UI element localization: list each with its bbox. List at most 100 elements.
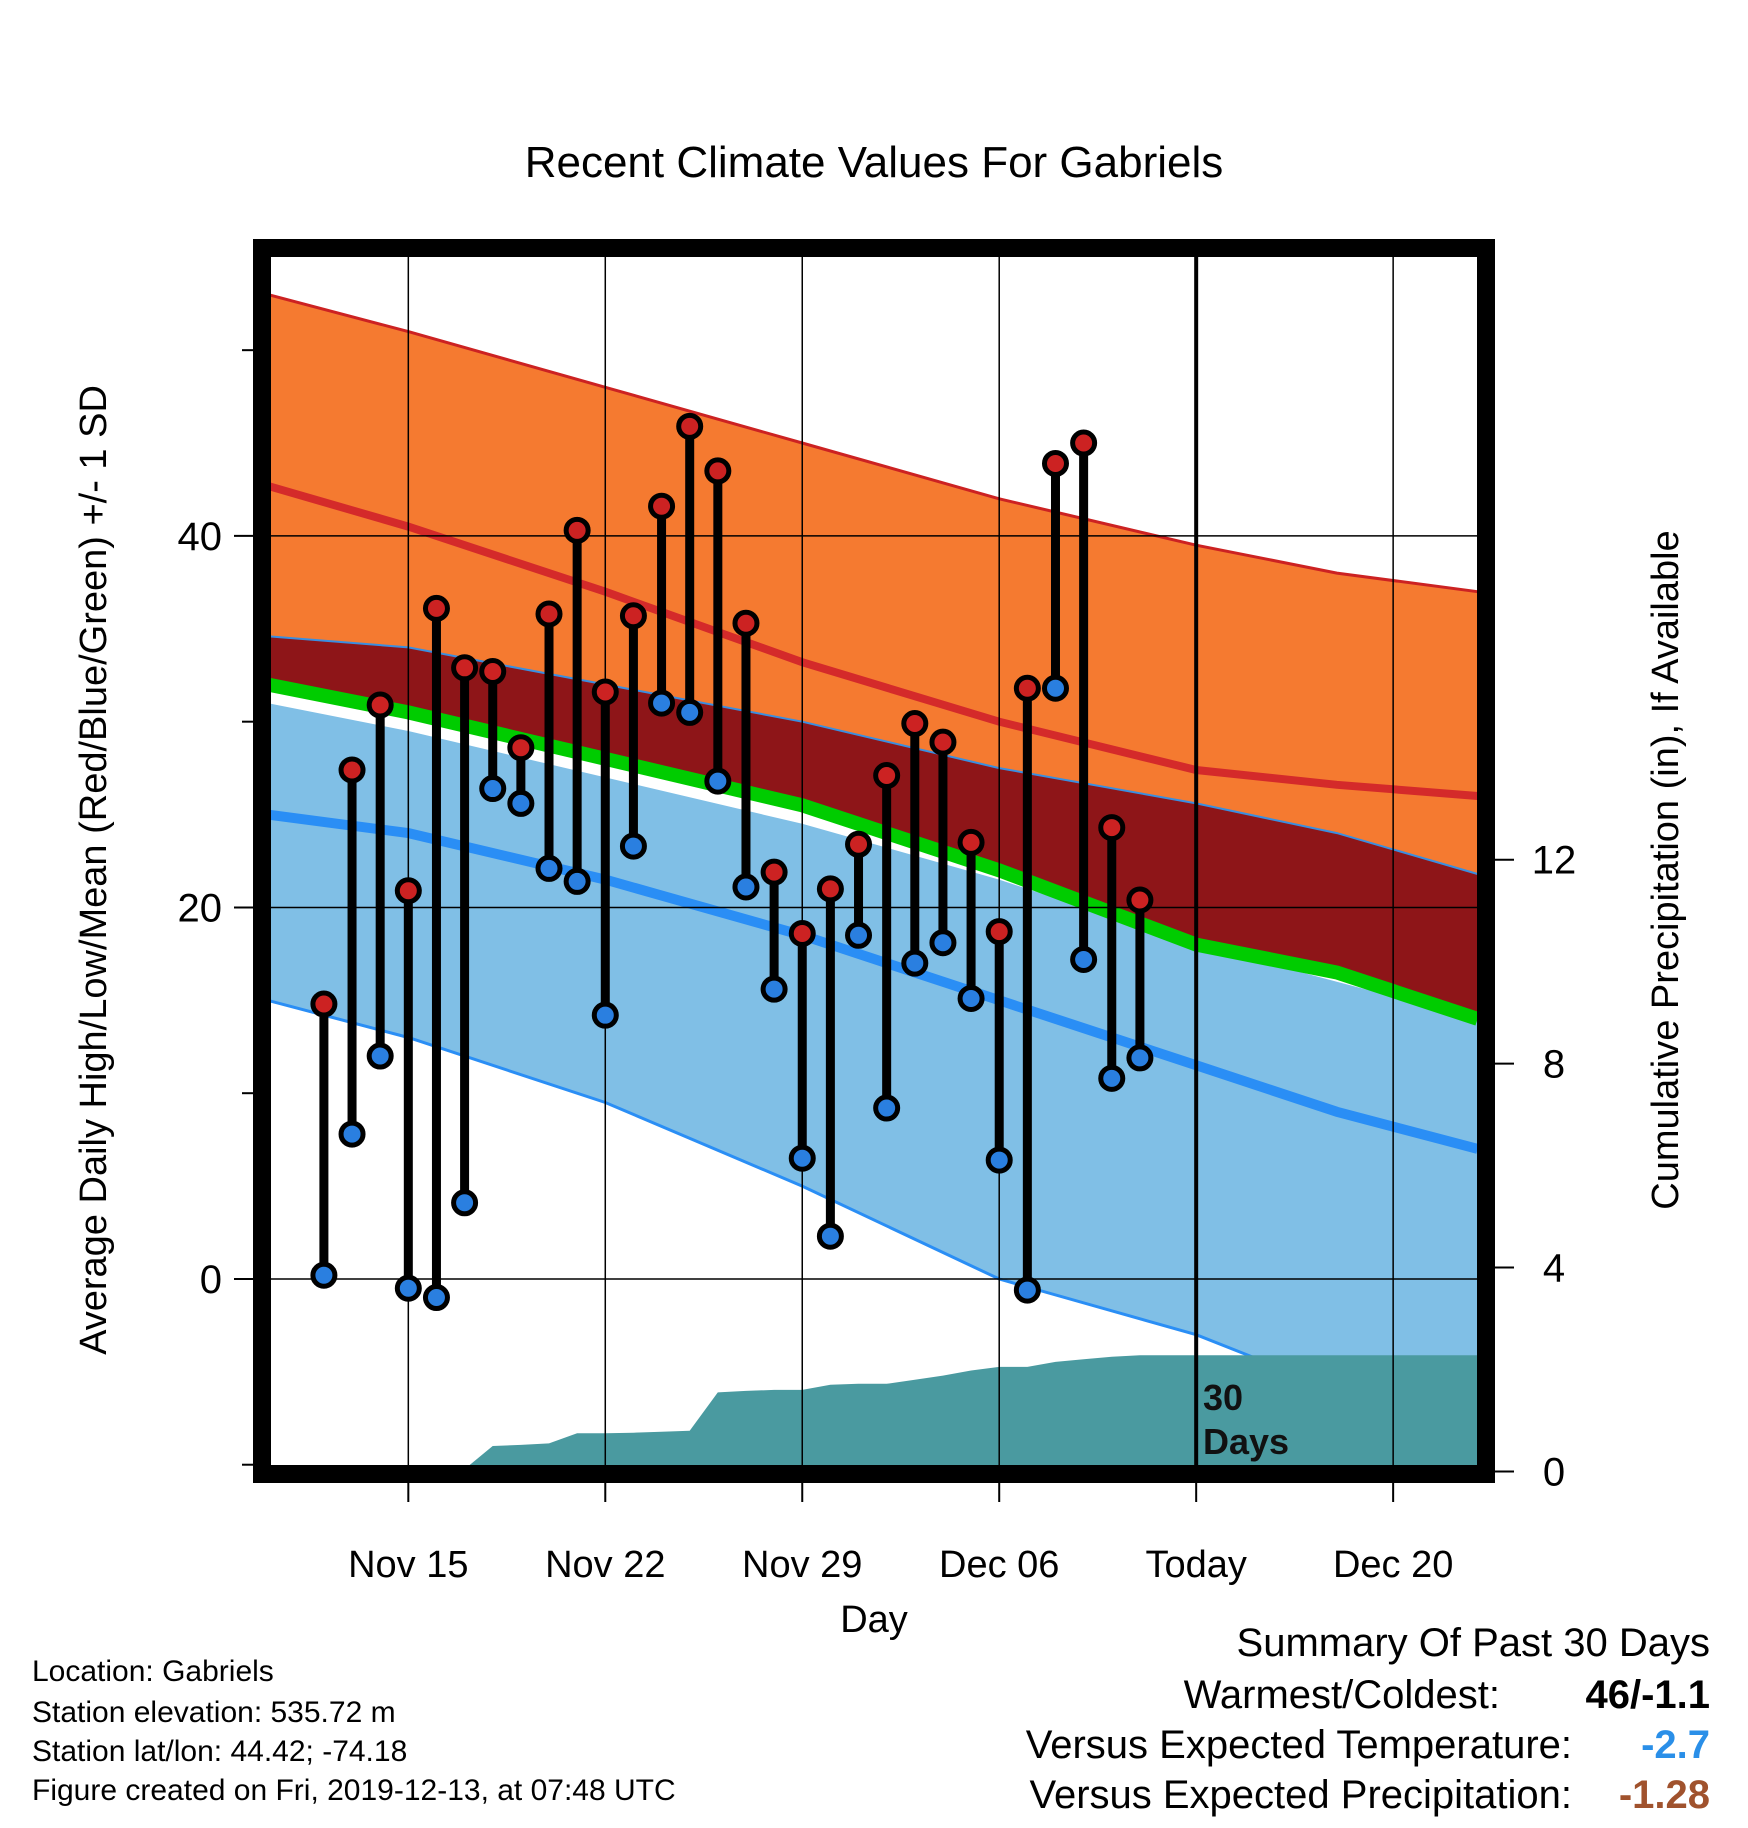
info-latlon: Station lat/lon: 44.42; -74.18 <box>32 1735 407 1768</box>
high-point <box>366 691 394 719</box>
low-point <box>957 984 985 1012</box>
high-point <box>563 516 591 544</box>
high-point <box>422 594 450 622</box>
low-point <box>929 929 957 957</box>
x-tick-label: Nov 29 <box>742 1544 862 1586</box>
summary-temp-value: -2.7 <box>1641 1723 1710 1767</box>
high-point <box>704 457 732 485</box>
low-point <box>1013 1276 1041 1304</box>
x-tick-label: Today <box>1145 1544 1246 1586</box>
summary-precip-value: -1.28 <box>1619 1773 1710 1817</box>
high-point <box>1013 674 1041 702</box>
y-tick-label-left: 20 <box>178 886 223 930</box>
high-mean-line <box>266 481 1478 800</box>
high-point <box>788 919 816 947</box>
low-point <box>788 1144 816 1172</box>
high-point <box>479 658 507 686</box>
low-point <box>535 854 563 882</box>
today-label-line1: 30 <box>1203 1377 1243 1418</box>
x-axis-label: Day <box>840 1599 908 1641</box>
summary-precip-label: Versus Expected Precipitation: <box>1029 1773 1572 1817</box>
low-point <box>310 1261 338 1289</box>
high-point <box>985 918 1013 946</box>
precipitation-area <box>461 1355 1478 1472</box>
low-point <box>591 1001 619 1029</box>
low-point <box>816 1222 844 1250</box>
high-point <box>1041 449 1069 477</box>
low-point <box>985 1146 1013 1174</box>
low-point <box>451 1189 479 1217</box>
axes: Nov 15 Nov 22 Nov 29 Dec 06 Today Dec 2002040… <box>178 349 1577 1586</box>
low-point <box>366 1042 394 1070</box>
low-mean-line <box>266 809 1479 1154</box>
low-point <box>563 867 591 895</box>
low-point <box>1126 1044 1154 1072</box>
high-minus-sd-line <box>267 635 1478 875</box>
low-point <box>1098 1064 1126 1092</box>
low-point <box>760 975 788 1003</box>
low-point <box>648 689 676 717</box>
high-point <box>732 609 760 637</box>
x-tick-label: Dec 06 <box>939 1544 1059 1586</box>
y-axis-label-right: Cumulative Precipitation (in), If Availa… <box>1645 530 1687 1209</box>
high-point <box>507 734 535 762</box>
low-point <box>394 1274 422 1302</box>
today-label-line2: Days <box>1203 1421 1289 1462</box>
high-point <box>1126 886 1154 914</box>
y-tick-label-right: 0 <box>1543 1450 1565 1494</box>
low-point <box>845 921 873 949</box>
low-point <box>1041 674 1069 702</box>
high-point <box>394 877 422 905</box>
high-point <box>1098 814 1126 842</box>
high-sd-band <box>267 294 1478 874</box>
low-point <box>873 1094 901 1122</box>
summary-warmest-coldest-label: Warmest/Coldest: <box>1184 1673 1500 1717</box>
high-point <box>338 756 366 784</box>
high-point <box>619 602 647 630</box>
low-point <box>732 873 760 901</box>
daily-points <box>310 412 1154 1312</box>
low-point <box>338 1120 366 1148</box>
summary-warmest-coldest-value: 46/-1.1 <box>1585 1673 1710 1717</box>
y-tick-label-right: 4 <box>1543 1247 1565 1291</box>
high-point <box>929 728 957 756</box>
y-tick-label-right: 12 <box>1532 839 1577 883</box>
info-location: Location: Gabriels <box>32 1655 274 1688</box>
low-point <box>507 789 535 817</box>
low-point <box>704 767 732 795</box>
low-point <box>479 775 507 803</box>
high-point <box>1070 429 1098 457</box>
high-point <box>648 492 676 520</box>
high-point <box>591 678 619 706</box>
high-point <box>816 875 844 903</box>
x-tick-label: Nov 15 <box>348 1544 468 1586</box>
high-plus-sd-line <box>267 292 1478 594</box>
high-point <box>676 412 704 440</box>
daily-bars <box>319 426 1145 1298</box>
summary-temp-label: Versus Expected Temperature: <box>1026 1723 1572 1767</box>
info-created: Figure created on Fri, 2019-12-13, at 07… <box>32 1774 676 1807</box>
mean-line <box>266 677 1480 1026</box>
low-point <box>619 832 647 860</box>
high-point <box>873 762 901 790</box>
high-point <box>901 710 929 738</box>
high-point <box>310 990 338 1018</box>
precip-area <box>461 1355 1478 1472</box>
x-tick-label: Nov 22 <box>545 1544 665 1586</box>
high-point <box>845 830 873 858</box>
low-point <box>1070 945 1098 973</box>
high-point <box>451 654 479 682</box>
y-tick-label-left: 40 <box>178 515 223 559</box>
high-point <box>535 600 563 628</box>
high-point <box>957 828 985 856</box>
chart-title: Recent Climate Values For Gabriels <box>525 138 1224 187</box>
summary-heading: Summary Of Past 30 Days <box>1237 1621 1710 1665</box>
low-point <box>901 949 929 977</box>
y-tick-label-right: 8 <box>1543 1043 1565 1087</box>
high-point <box>760 858 788 886</box>
x-tick-label: Dec 20 <box>1333 1544 1453 1586</box>
low-point <box>676 698 704 726</box>
y-axis-label-left: Average Daily High/Low/Mean (Red/Blue/Gr… <box>73 385 115 1355</box>
y-tick-label-left: 0 <box>200 1258 222 1302</box>
